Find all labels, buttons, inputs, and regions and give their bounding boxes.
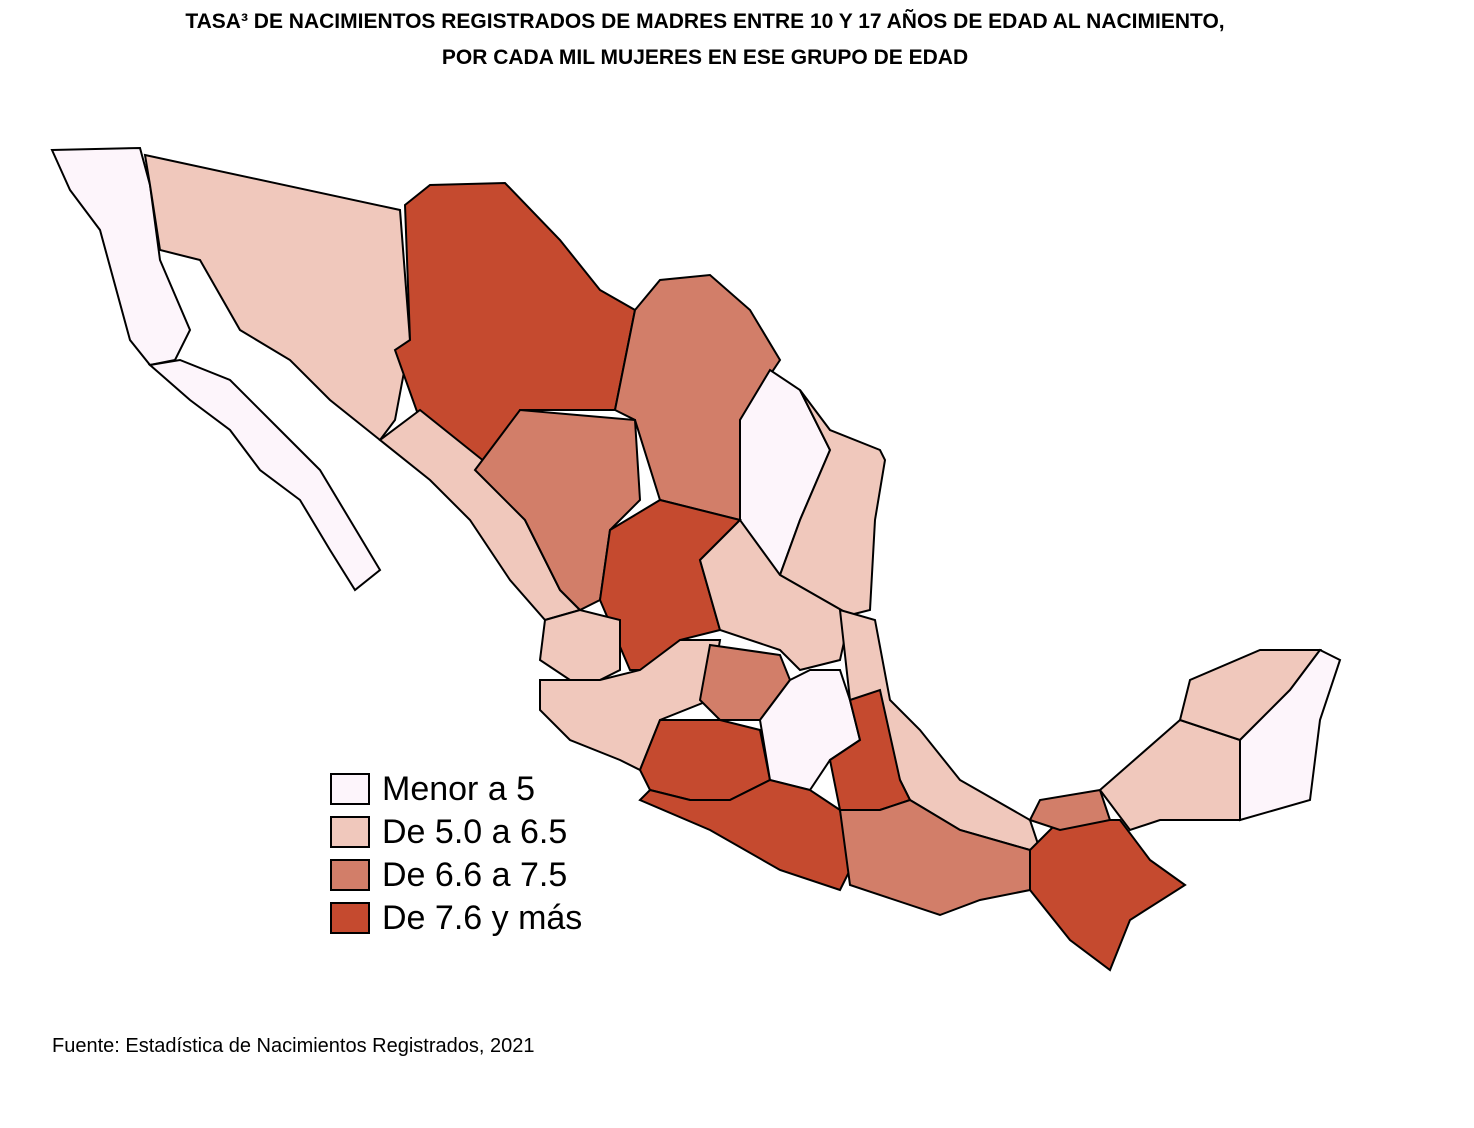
legend: Menor a 5 De 5.0 a 6.5 De 6.6 a 7.5 De 7.6 … (330, 770, 582, 937)
state (698, 518, 852, 672)
state (1098, 718, 1241, 832)
state (1028, 788, 1112, 832)
title-line: TASA³ DE NACIMIENTOS REGISTRADOS DE MADR… (185, 10, 1224, 33)
state (638, 719, 772, 801)
source-note: Fuente: Estadística de Nacimientos Regis… (52, 1035, 534, 1057)
map (50, 146, 1342, 972)
legend-label: De 6.6 a 7.5 (382, 856, 567, 894)
legend-label: De 7.6 y más (382, 899, 582, 937)
title-line: POR CADA MIL MUJERES EN ESE GRUPO DE EDA… (442, 46, 968, 69)
state (147, 358, 382, 592)
state (778, 389, 887, 617)
legend-swatch (330, 816, 370, 848)
legend-swatch (330, 902, 370, 934)
legend-label: Menor a 5 (382, 770, 535, 808)
legend-swatch (330, 859, 370, 891)
state (638, 778, 852, 892)
state (143, 153, 412, 442)
legend-label: De 5.0 a 6.5 (382, 813, 567, 851)
state (538, 608, 621, 681)
state (1239, 648, 1342, 822)
state (539, 639, 722, 772)
state (1029, 819, 1187, 972)
legend-swatch (330, 773, 370, 805)
